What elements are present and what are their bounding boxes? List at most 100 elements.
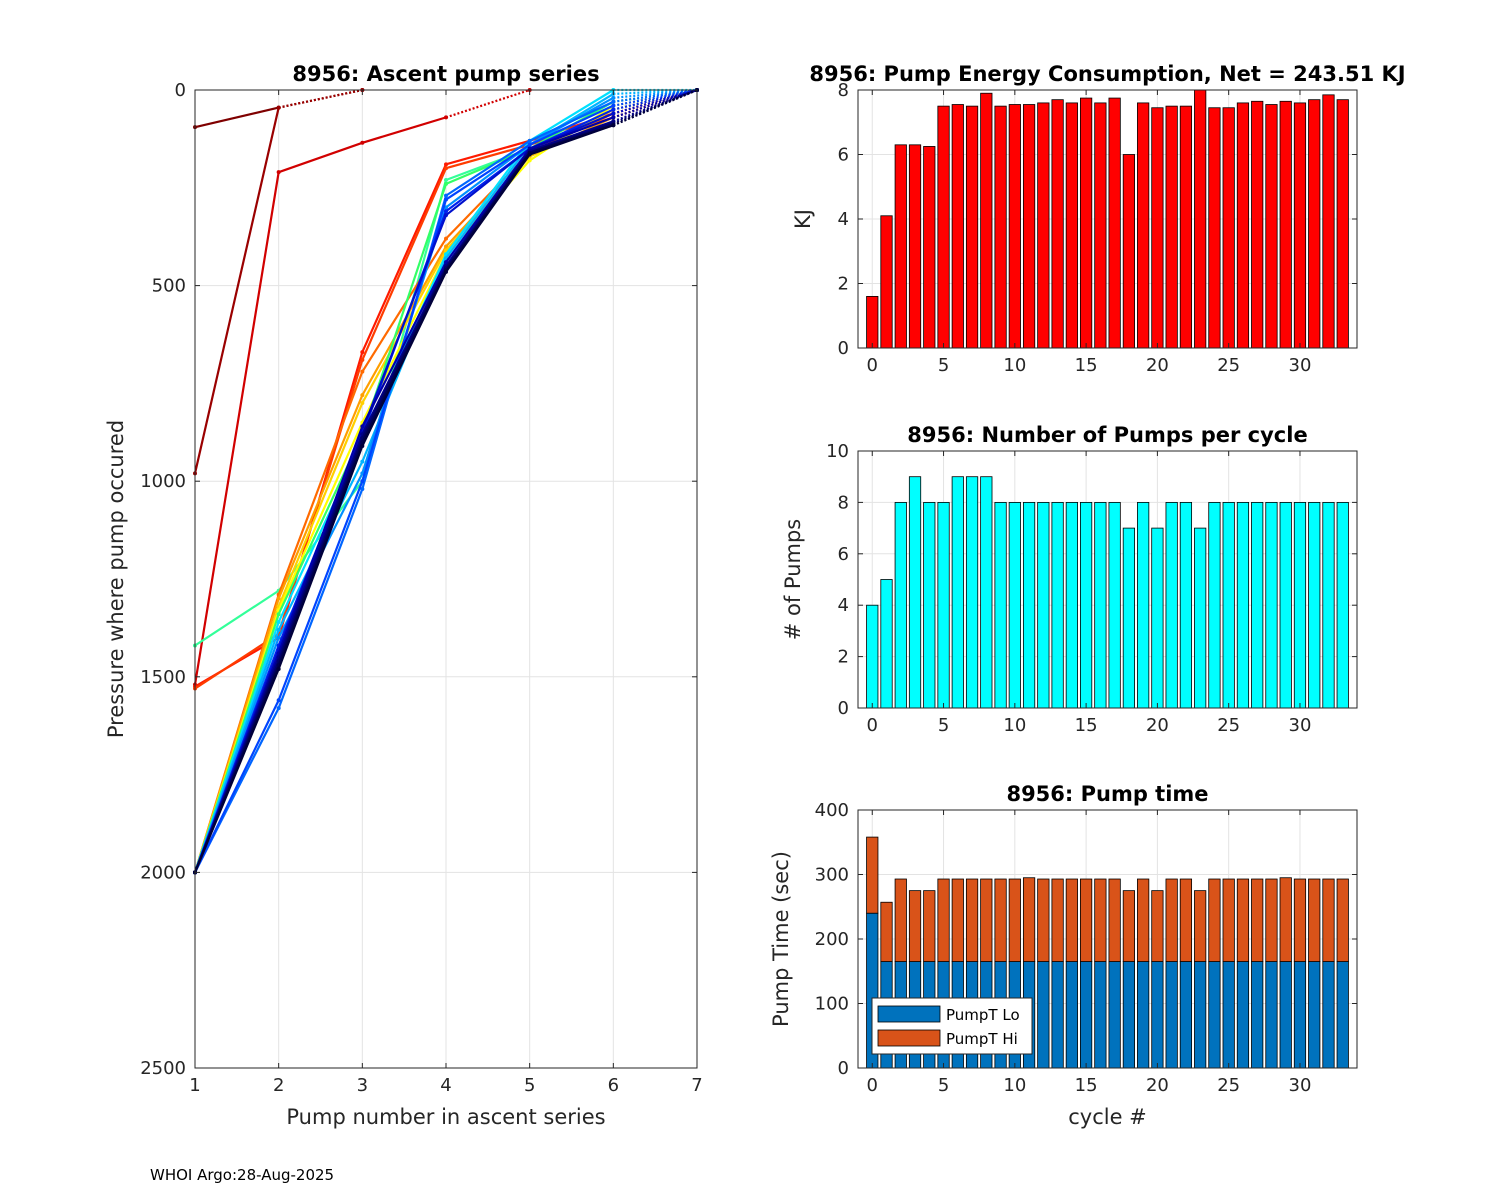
- series-point: [360, 393, 365, 398]
- bar: [1122, 527, 1135, 709]
- series-point: [360, 487, 365, 492]
- bar: [1179, 105, 1193, 349]
- bar-hi: [994, 878, 1007, 962]
- series-surface-segment: [612, 88, 698, 127]
- y-axis-label: Pressure where pump occured: [104, 420, 128, 738]
- y-tick-label: 100: [815, 994, 849, 1015]
- series-point: [444, 213, 448, 218]
- y-tick-label: 300: [815, 865, 849, 886]
- bar: [1194, 89, 1207, 349]
- bar: [866, 604, 879, 709]
- bar: [880, 215, 893, 349]
- y-tick-label: 0: [838, 1058, 849, 1079]
- chart-title: 8956: Pump time: [1006, 782, 1208, 806]
- bar: [1022, 104, 1036, 349]
- bar: [1165, 105, 1178, 349]
- bar: [1008, 501, 1021, 709]
- bar-hi: [1265, 878, 1278, 962]
- bar-hi: [1308, 878, 1321, 962]
- y-tick-label: 2: [838, 274, 849, 295]
- series-point: [276, 612, 281, 617]
- bar-lo: [1094, 961, 1107, 1069]
- series-point: [611, 123, 616, 128]
- bar-hi: [1251, 878, 1264, 962]
- series-line: [193, 116, 447, 685]
- bar-lo: [1279, 961, 1292, 1069]
- series-point: [444, 181, 448, 186]
- bar: [1051, 501, 1064, 709]
- bar-hi: [1208, 878, 1221, 962]
- series-point: [527, 152, 532, 157]
- bar-hi: [866, 836, 879, 914]
- bar-hi: [1065, 878, 1078, 962]
- chart-title: 8956: Ascent pump series: [292, 62, 599, 86]
- bar-hi: [980, 878, 993, 962]
- y-tick-label: 4: [838, 595, 849, 616]
- bar: [923, 501, 936, 709]
- series-point: [444, 162, 448, 167]
- y-tick-label: 6: [838, 544, 849, 565]
- x-tick-label: 10: [1003, 715, 1026, 736]
- series-point: [360, 140, 365, 145]
- bar-hi: [1094, 878, 1107, 962]
- series-line: [194, 106, 279, 129]
- bar-hi: [1322, 878, 1335, 962]
- bar: [1279, 501, 1292, 709]
- legend-swatch: [877, 1029, 941, 1047]
- bar-hi: [937, 878, 950, 962]
- bar-lo: [1108, 961, 1121, 1069]
- series-point: [276, 666, 281, 671]
- bar: [1293, 501, 1307, 709]
- series-surface-segment: [613, 88, 698, 96]
- bar: [965, 105, 979, 349]
- bar-lo: [1122, 961, 1135, 1069]
- bar-hi: [1151, 890, 1164, 962]
- x-tick-label: 0: [867, 1075, 878, 1096]
- y-tick-label: 8: [838, 80, 849, 101]
- legend-label: PumpT Hi: [946, 1030, 1018, 1048]
- bar: [908, 476, 922, 709]
- y-tick-label: 1000: [140, 471, 186, 492]
- bar-hi: [1336, 878, 1349, 962]
- x-tick-label: 4: [440, 1075, 451, 1096]
- series-line: [193, 124, 614, 873]
- y-tick-label: 500: [152, 276, 186, 297]
- bar-lo: [1051, 961, 1064, 1069]
- bar: [1194, 527, 1207, 709]
- series-point: [611, 107, 616, 112]
- series-point: [276, 105, 281, 110]
- bar: [1208, 501, 1221, 709]
- series-line: [193, 100, 614, 873]
- bar-lo: [1222, 961, 1235, 1069]
- y-tick-label: 4: [838, 209, 849, 230]
- chart-title: 8956: Pump Energy Consumption, Net = 243…: [809, 62, 1405, 86]
- y-tick-label: 2000: [140, 862, 186, 883]
- series-point: [444, 177, 448, 182]
- bar: [1008, 104, 1021, 349]
- bar: [923, 146, 936, 349]
- series-point: [276, 170, 281, 175]
- bar: [1094, 501, 1107, 709]
- bar: [1080, 501, 1093, 709]
- y-axis-label: # of Pumps: [781, 519, 805, 641]
- series-point: [276, 620, 281, 625]
- series-point: [444, 236, 448, 241]
- y-axis-label: KJ: [791, 209, 815, 229]
- series-point: [444, 197, 448, 202]
- bar: [1279, 100, 1292, 349]
- series-point: [360, 369, 365, 374]
- bar-hi: [1293, 878, 1307, 962]
- series-line: [193, 120, 614, 873]
- bar-lo: [1336, 961, 1349, 1069]
- bar: [866, 295, 879, 349]
- bar: [1251, 100, 1264, 349]
- bar: [1108, 501, 1121, 709]
- bar-lo: [1151, 961, 1164, 1069]
- bar: [1265, 104, 1278, 349]
- bar-hi: [1108, 878, 1121, 962]
- bar: [894, 144, 907, 349]
- bar-hi: [923, 890, 936, 962]
- bar: [1080, 97, 1093, 349]
- series-point: [444, 269, 448, 274]
